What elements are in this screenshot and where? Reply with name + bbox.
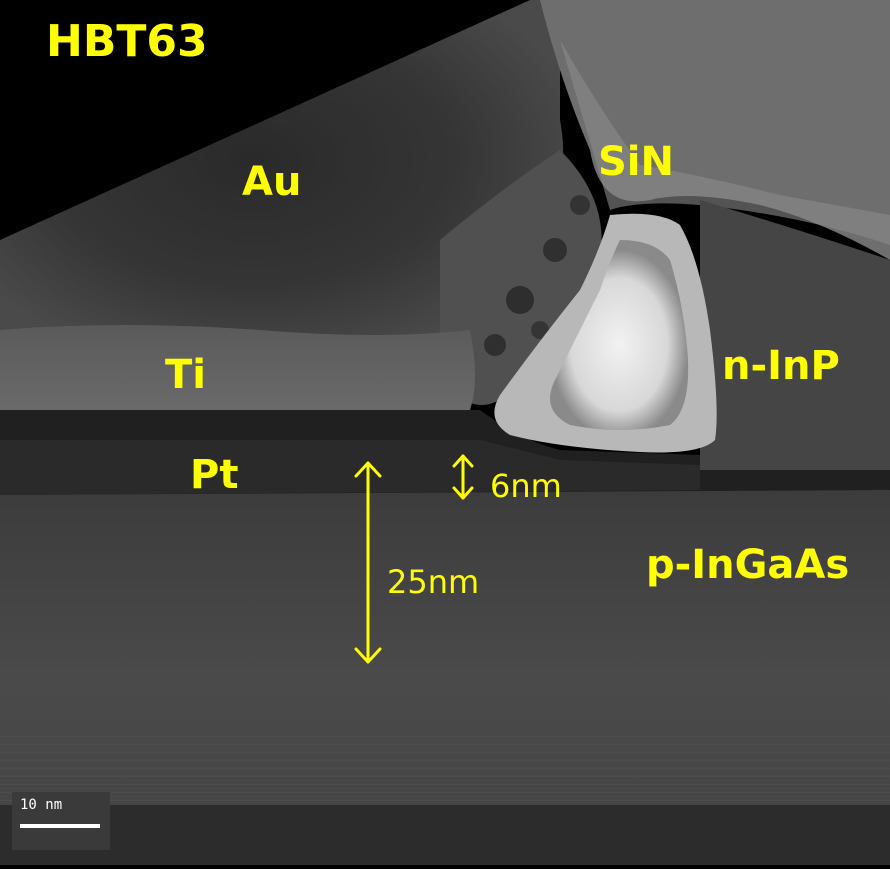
arrow-25nm-top-head [354,461,382,478]
dimension-label-25nm: 25nm [387,563,480,601]
layer-label-sin: SiN [598,139,674,185]
layer-label-n-inp: n-InP [722,343,840,389]
ti-layer [0,325,475,410]
scale-bar-box [12,792,110,850]
grain-region [440,150,602,405]
pt-lower [0,440,700,495]
scale-bar-line [20,824,100,828]
grain [531,321,549,339]
layer-label-au: Au [242,159,302,205]
grain [484,334,506,356]
sample-label: HBT63 [46,16,208,67]
sin-highlight [560,40,890,245]
grain [570,195,590,215]
arrow-25nm-bottom-head [354,647,382,664]
layer-label-pt: Pt [190,452,239,498]
layer-label-ti: Ti [165,352,206,398]
scale-bar-label: 10 nm [20,797,63,813]
sin-region [520,0,890,260]
substrate-bottom [0,805,890,865]
substrate-stripes [0,735,890,805]
grain [543,238,567,262]
n-inp-region [700,200,890,470]
dimension-label-6nm: 6nm [490,467,562,505]
arrow-6nm-bottom-head [452,486,474,500]
contact-particle-core [550,240,689,430]
grain [506,286,534,314]
arrow-6nm-top-head [452,454,474,468]
layer-label-p-ingaas: p-InGaAs [646,542,850,588]
